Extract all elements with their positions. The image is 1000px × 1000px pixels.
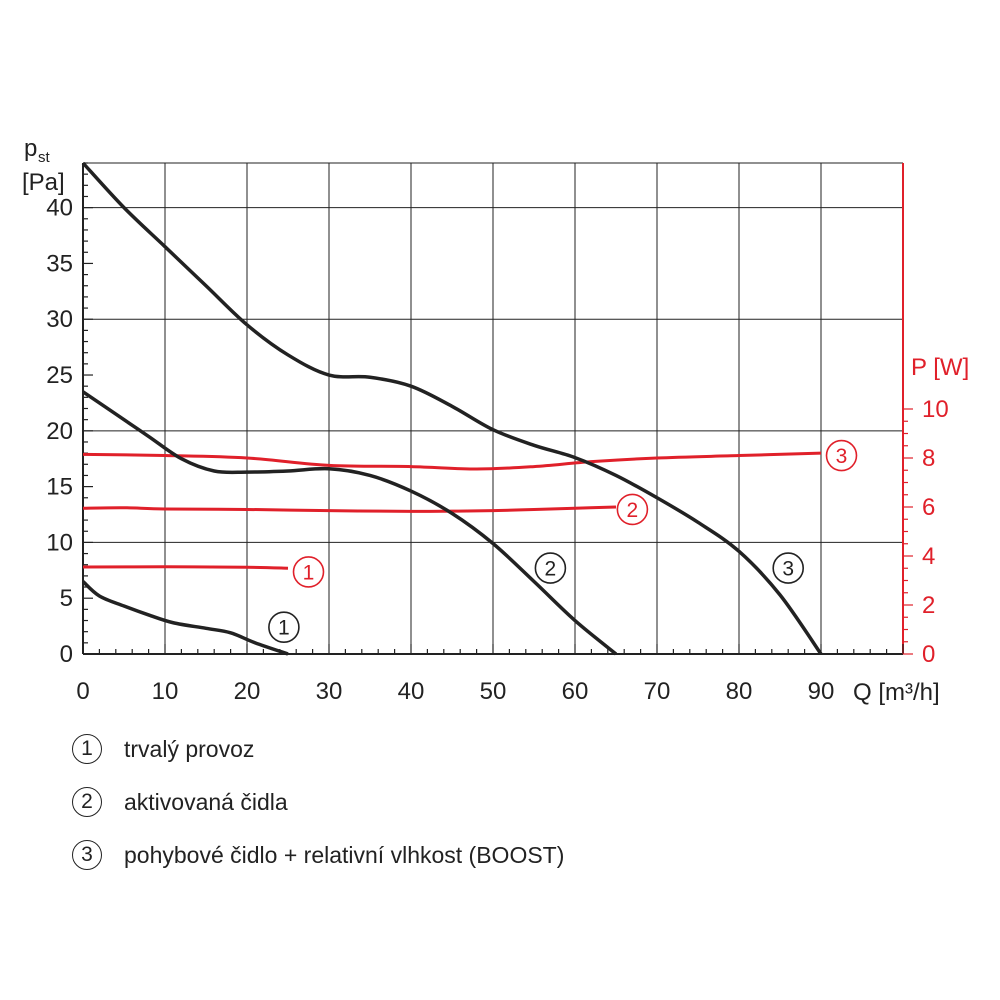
series-layer — [81, 161, 823, 656]
pressure-curve-marker-2: 2 — [534, 552, 567, 584]
fan-performance-chart: 0 10 20 30 40 50 60 70 80 90 0 5 10 15 20 25 30 35 40 0 2 4 6 8… — [22, 135, 969, 706]
axes: 0 10 20 30 40 50 60 70 80 90 0 5 10 15 20 25 30 35 40 0 2 4 6 8… — [46, 162, 949, 705]
left-tick-label: 35 — [46, 250, 73, 277]
legend-item: 1 trvalý provoz — [72, 732, 564, 766]
right-axis-label: P [W] — [911, 354, 969, 381]
x-axis-label: Q [m³/h] — [853, 679, 940, 706]
legend-marker-3: 3 — [72, 840, 102, 870]
left-tick-label: 0 — [60, 641, 73, 668]
pressure-curve-marker-1-label: 1 — [278, 617, 290, 640]
legend-item: 3 pohybové čidlo + relativní vlhkost (BO… — [72, 838, 564, 872]
pressure-curve-marker-3: 3 — [772, 552, 805, 584]
legend-label-2: aktivovaná čidla — [124, 788, 288, 815]
left-tick-label: 25 — [46, 362, 73, 389]
pressure-curve-marker-3-circle — [772, 552, 805, 584]
legend: 1 trvalý provoz 2 aktivovaná čidla 3 poh… — [72, 732, 564, 891]
power-curve-marker-1: 1 — [292, 556, 325, 588]
right-tick-label: 0 — [922, 641, 935, 668]
pressure-curve-3 — [81, 161, 823, 655]
power-curve-marker-3-circle — [825, 439, 858, 472]
legend-marker-2: 2 — [72, 787, 102, 817]
right-tick-label: 4 — [922, 543, 935, 570]
legend-label-3: pohybové čidlo + relativní vlhkost (BOOS… — [124, 841, 565, 868]
legend-item: 2 aktivovaná čidla — [72, 785, 564, 819]
legend-label-1: trvalý provoz — [124, 735, 255, 762]
right-tick-label: 10 — [922, 396, 949, 423]
left-tick-label: 15 — [46, 474, 73, 501]
right-tick-label: 8 — [922, 445, 935, 472]
curve-markers: 1 2 3 1 2 3 — [268, 439, 858, 644]
pressure-curve-2 — [82, 390, 618, 656]
power-curve-marker-2-circle — [616, 493, 649, 526]
power-curve-marker-3-label: 3 — [836, 445, 848, 468]
legend-marker-1: 1 — [72, 734, 102, 764]
power-curve-1 — [82, 565, 289, 570]
left-tick-label: 10 — [46, 529, 73, 556]
power-curve-marker-3: 3 — [825, 439, 858, 472]
x-tick-label: 20 — [234, 678, 261, 705]
pressure-curve-1 — [81, 580, 289, 656]
pressure-curve-marker-3-label: 3 — [782, 558, 794, 581]
x-tick-label: 70 — [644, 678, 671, 705]
left-tick-label: 40 — [46, 195, 73, 222]
x-tick-label: 40 — [398, 678, 425, 705]
pressure-curve-marker-2-circle — [534, 552, 567, 584]
x-tick-label: 0 — [76, 678, 89, 705]
power-curve-marker-1-label: 1 — [303, 561, 315, 584]
left-tick-label: 20 — [46, 418, 73, 445]
right-tick-label: 6 — [922, 494, 935, 521]
power-curve-marker-2-label: 2 — [627, 499, 639, 522]
pressure-curve-marker-2-label: 2 — [545, 558, 557, 581]
left-axis-label-main: p — [24, 135, 37, 162]
right-tick-label: 2 — [922, 592, 935, 619]
left-axis-label-sub: st — [38, 149, 51, 166]
left-axis-unit: [Pa] — [22, 169, 65, 196]
power-curve-marker-2: 2 — [616, 493, 649, 526]
x-tick-label: 50 — [480, 678, 507, 705]
x-tick-label: 90 — [808, 678, 835, 705]
left-tick-label: 5 — [60, 585, 73, 612]
pressure-curve-marker-1: 1 — [268, 611, 300, 644]
power-curve-2 — [82, 505, 617, 513]
x-tick-label: 30 — [316, 678, 343, 705]
x-tick-label: 80 — [726, 678, 753, 705]
pressure-curve-marker-1-circle — [268, 611, 300, 644]
left-tick-label: 30 — [46, 306, 73, 333]
x-tick-label: 60 — [562, 678, 589, 705]
power-curve-3 — [82, 451, 822, 471]
power-curve-marker-1-circle — [292, 556, 325, 588]
x-tick-label: 10 — [152, 678, 179, 705]
